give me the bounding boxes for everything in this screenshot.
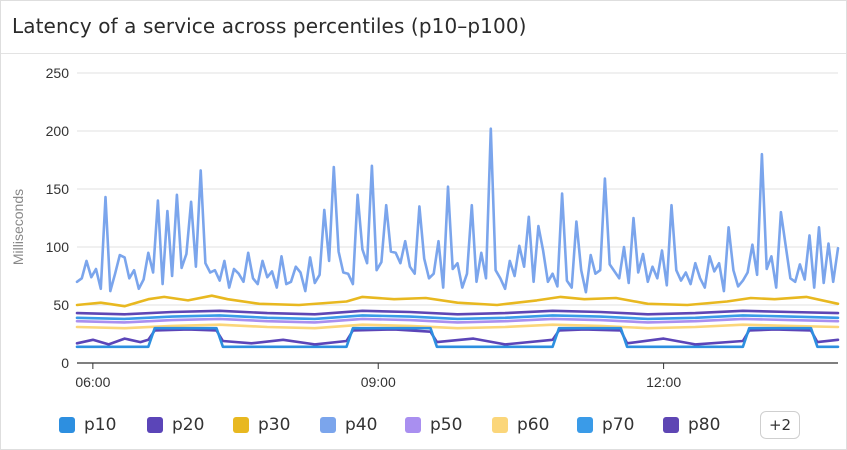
legend-label: p60 bbox=[517, 415, 550, 435]
series-line-p10 bbox=[75, 326, 840, 349]
legend-item-p70[interactable]: p70 bbox=[577, 413, 634, 437]
legend-label: p30 bbox=[258, 415, 291, 435]
series-line-p40 bbox=[75, 127, 840, 294]
legend-swatch bbox=[663, 417, 679, 433]
series-line-p20 bbox=[75, 328, 840, 346]
chart-title: Latency of a service across percentiles … bbox=[12, 14, 527, 38]
legend: p80 p70 p60 p50 p40 p30 p20 p10 +2 bbox=[1, 406, 846, 446]
legend-item-p50[interactable]: p50 bbox=[405, 413, 462, 437]
series-line-p50 bbox=[75, 317, 840, 324]
legend-swatch bbox=[405, 417, 421, 433]
legend-swatch bbox=[320, 417, 336, 433]
line-chart: 0 50 100 150 200 250 06:00 09:00 12:00 Millisec… bbox=[10, 65, 840, 390]
x-tick-label: 06:00 bbox=[75, 374, 110, 390]
y-tick-label: 150 bbox=[46, 181, 70, 197]
x-tick-label: 12:00 bbox=[646, 374, 681, 390]
series-line-p80 bbox=[75, 309, 840, 316]
y-tick-label: 0 bbox=[61, 355, 69, 371]
y-axis-label: Milliseconds bbox=[10, 189, 26, 265]
legend-label: p10 bbox=[84, 415, 117, 435]
legend-swatch bbox=[59, 417, 75, 433]
legend-item-p30[interactable]: p30 bbox=[233, 413, 290, 437]
legend-more-button[interactable]: +2 bbox=[760, 411, 800, 439]
legend-item-p40[interactable]: p40 bbox=[320, 413, 377, 437]
legend-swatch bbox=[577, 417, 593, 433]
series-line-p30 bbox=[75, 294, 840, 308]
y-tick-label: 200 bbox=[46, 123, 70, 139]
legend-item-p10[interactable]: p10 bbox=[59, 413, 116, 437]
x-tick-label: 09:00 bbox=[361, 374, 396, 390]
y-tick-label: 50 bbox=[53, 297, 69, 313]
y-tick-label: 250 bbox=[46, 65, 70, 81]
series-lines bbox=[75, 127, 840, 349]
panel-header: Latency of a service across percentiles … bbox=[1, 1, 846, 54]
series-line-p70 bbox=[75, 314, 840, 321]
legend-label: p20 bbox=[172, 415, 205, 435]
legend-swatch bbox=[233, 417, 249, 433]
y-axis-ticks: 0 50 100 150 200 250 bbox=[46, 65, 70, 371]
legend-label: p70 bbox=[602, 415, 635, 435]
legend-item-p60[interactable]: p60 bbox=[492, 413, 549, 437]
legend-label: p50 bbox=[430, 415, 463, 435]
legend-swatch bbox=[492, 417, 508, 433]
legend-item-p80[interactable]: p80 bbox=[663, 413, 720, 437]
legend-label: p40 bbox=[345, 415, 378, 435]
legend-label: p80 bbox=[688, 415, 721, 435]
legend-item-p20[interactable]: p20 bbox=[147, 413, 204, 437]
y-tick-label: 100 bbox=[46, 239, 70, 255]
legend-swatch bbox=[147, 417, 163, 433]
series-line-p60 bbox=[75, 323, 840, 330]
x-axis-ticks: 06:00 09:00 12:00 bbox=[75, 363, 681, 390]
